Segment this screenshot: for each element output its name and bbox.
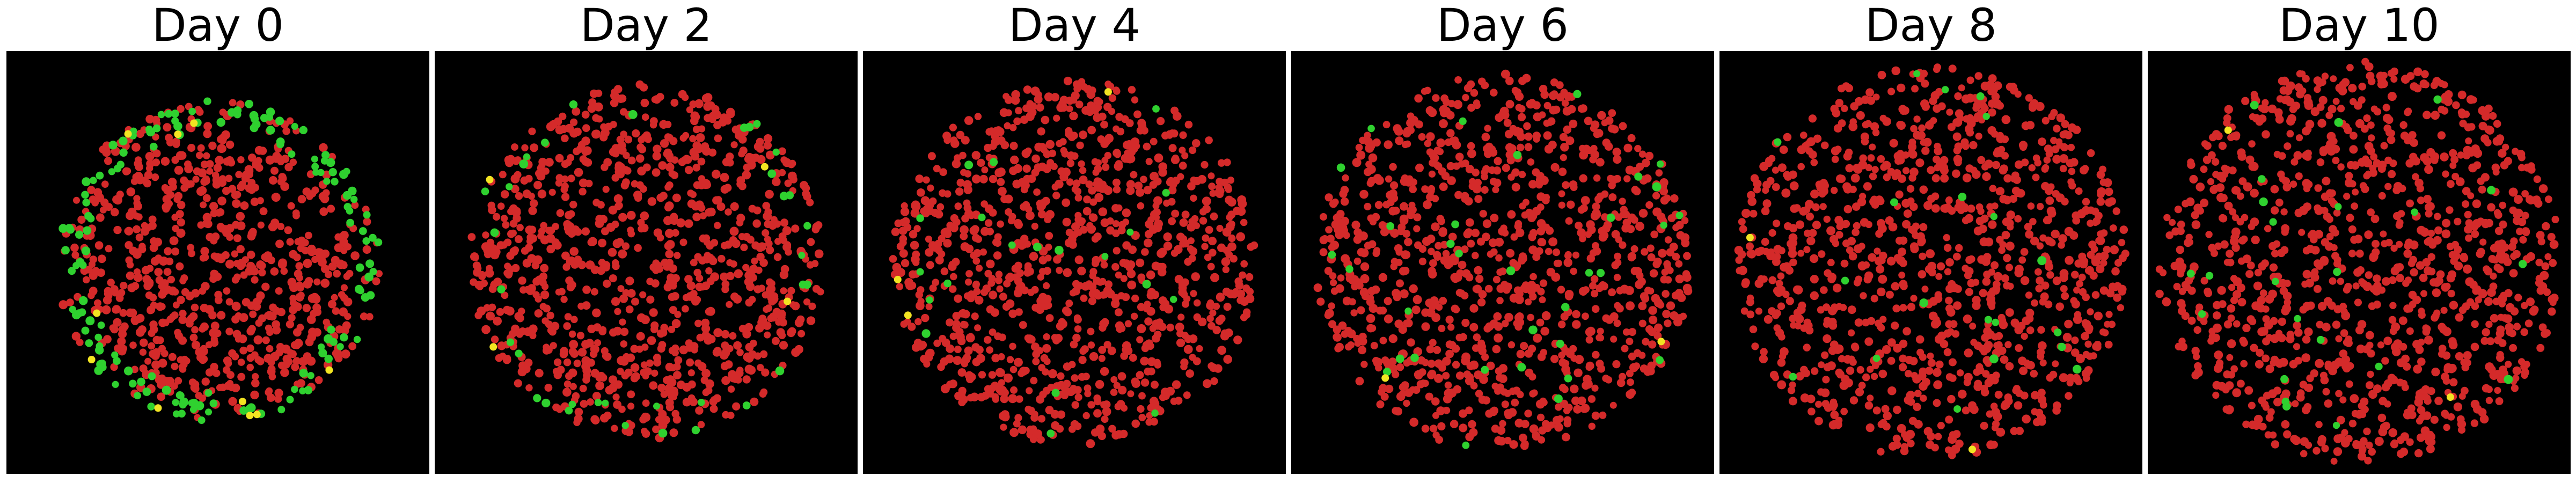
- panel-day-6: Day 6: [1291, 0, 1714, 483]
- panel-title: Day 2: [580, 0, 712, 52]
- spheroid-image-day-6: [1291, 51, 1714, 474]
- cell-scatter: [435, 51, 858, 474]
- spheroid-image-day-10: [2148, 51, 2571, 474]
- panel-day-10: Day 10: [2148, 0, 2571, 483]
- panel-title: Day 0: [151, 0, 284, 52]
- spheroid-image-day-2: [435, 51, 858, 474]
- panel-title: Day 4: [1008, 0, 1140, 52]
- spheroid-image-day-0: [6, 51, 429, 474]
- panel-title: Day 10: [2279, 0, 2440, 52]
- cell-scatter: [2148, 51, 2571, 474]
- cell-scatter: [6, 51, 429, 474]
- spheroid-image-day-8: [1719, 51, 2142, 474]
- panel-day-0: Day 0: [6, 0, 429, 483]
- panel-title: Day 8: [1864, 0, 1997, 52]
- panel-title: Day 6: [1436, 0, 1569, 52]
- cell-scatter: [1719, 51, 2142, 474]
- panel-day-4: Day 4: [863, 0, 1286, 483]
- panel-day-2: Day 2: [435, 0, 858, 483]
- cell-scatter: [1291, 51, 1714, 474]
- spheroid-image-day-4: [863, 51, 1286, 474]
- panel-day-8: Day 8: [1719, 0, 2142, 483]
- cell-scatter: [863, 51, 1286, 474]
